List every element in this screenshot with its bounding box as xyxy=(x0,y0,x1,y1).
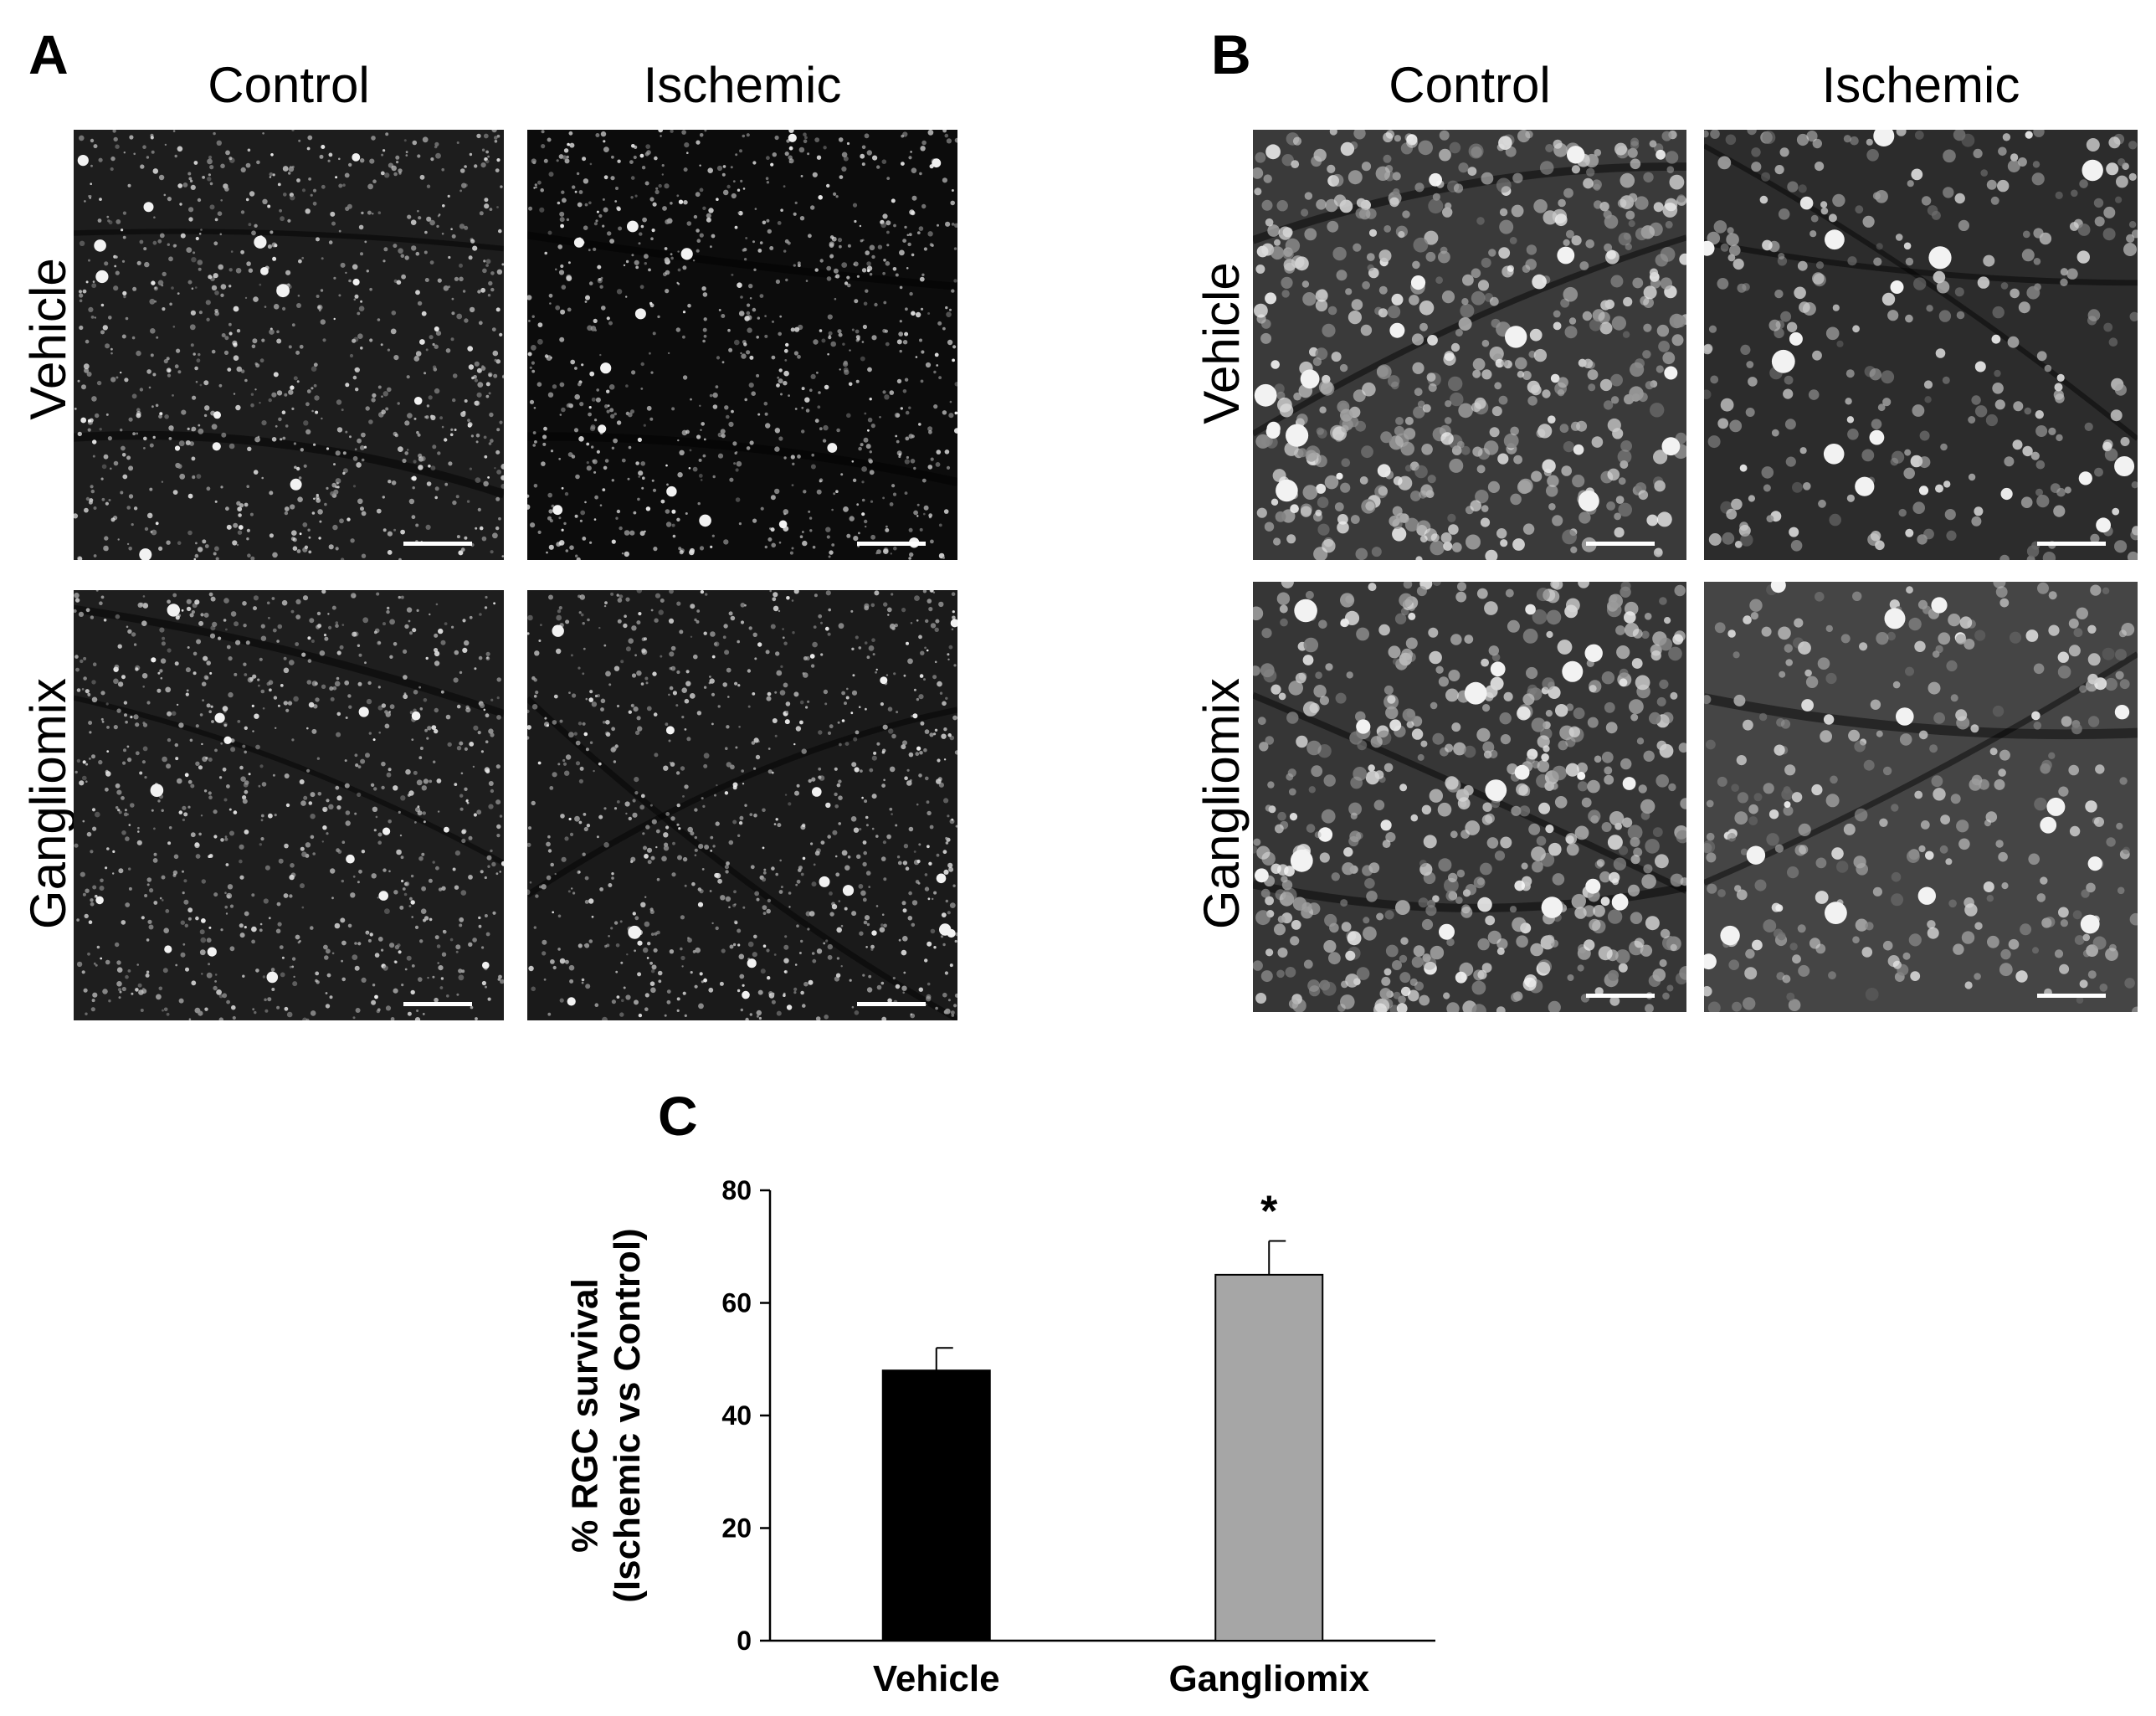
micrograph-a-gangliomix-ischemic xyxy=(527,590,957,1020)
panel-a-row-label-vehicle: Vehicle xyxy=(20,258,76,420)
x-category-label: Gangliomix xyxy=(1168,1658,1369,1699)
panel-b-column-label-control: Control xyxy=(1389,57,1551,113)
panel-c-letter: C xyxy=(658,1085,698,1147)
micrograph-b-vehicle-control xyxy=(1253,130,1686,560)
scale-bar xyxy=(2037,542,2106,546)
panel-a-letter: A xyxy=(28,23,69,85)
panel-a-column-label-control: Control xyxy=(208,57,370,113)
panel-a-row-label-gangliomix: Gangliomix xyxy=(20,677,76,930)
scale-bar xyxy=(857,1002,926,1006)
scale-bar xyxy=(403,1002,472,1006)
scale-bar xyxy=(2037,994,2106,998)
micrograph-b-gangliomix-control xyxy=(1253,582,1686,1012)
panel-b-row-label-vehicle: Vehicle xyxy=(1194,262,1250,424)
bar-vehicle xyxy=(881,1369,991,1642)
panel-b-column-label-ischemic: Ischemic xyxy=(1821,57,2020,113)
y-tick-label: 20 xyxy=(721,1513,752,1544)
micrograph-a-vehicle-ischemic xyxy=(527,130,957,560)
scale-bar xyxy=(1586,994,1655,998)
micrograph-a-gangliomix-control xyxy=(74,590,504,1020)
scale-bar xyxy=(403,542,472,546)
micrograph-b-vehicle-ischemic xyxy=(1704,130,2138,560)
y-tick-label: 60 xyxy=(721,1288,752,1318)
y-axis-label: % RGC survival(Ischemic vs Control) xyxy=(564,1228,648,1602)
micrograph-a-vehicle-control xyxy=(74,130,504,560)
y-tick-label: 0 xyxy=(737,1626,752,1656)
panel-c-bar-chart: 0 20 40 60 80 % RGC survival(Ischemic vs Cont… xyxy=(564,1175,1435,1699)
panel-b-letter: B xyxy=(1211,23,1251,85)
micrograph-b-gangliomix-ischemic xyxy=(1704,582,2138,1012)
x-category-label: Vehicle xyxy=(873,1658,1000,1699)
scale-bar xyxy=(1586,542,1655,546)
bar-gangliomix xyxy=(1214,1273,1324,1642)
y-tick-label: 80 xyxy=(721,1175,752,1205)
scale-bar xyxy=(857,542,926,546)
panel-a-column-label-ischemic: Ischemic xyxy=(643,57,842,113)
y-tick-label: 40 xyxy=(721,1400,752,1431)
panel-b-row-label-gangliomix: Gangliomix xyxy=(1194,677,1250,930)
significance-marker: * xyxy=(1260,1188,1278,1236)
